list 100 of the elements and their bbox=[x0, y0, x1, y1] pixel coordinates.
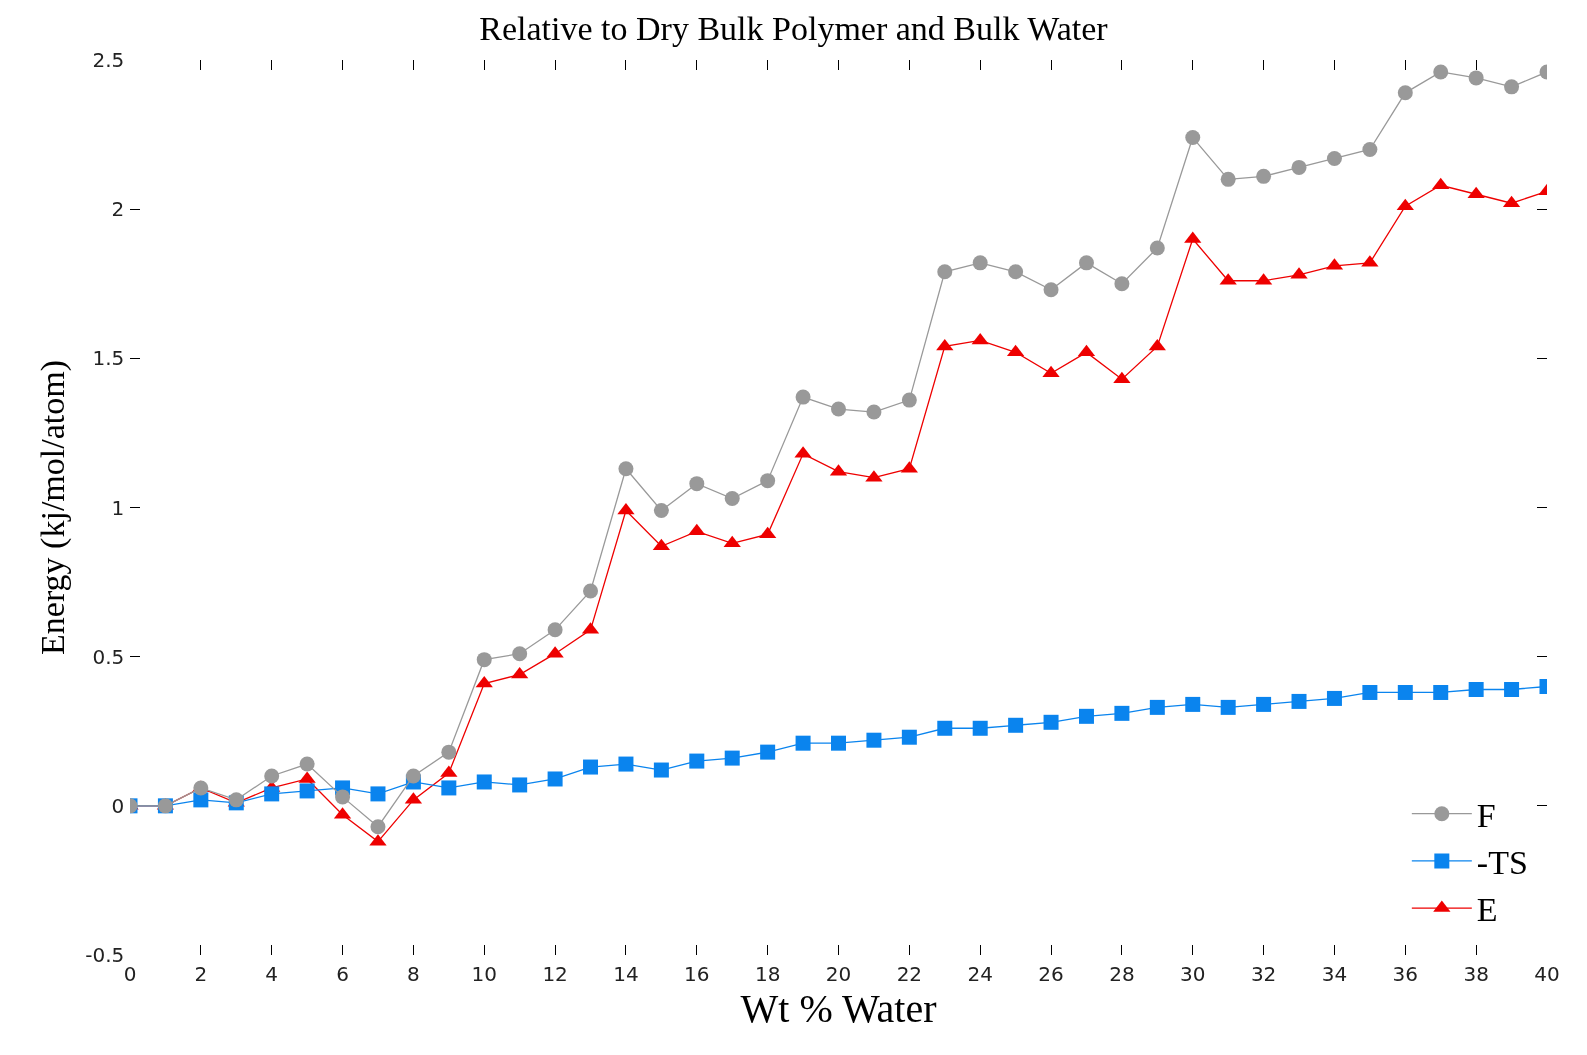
y-tick-label: 2.5 bbox=[92, 48, 125, 72]
point bbox=[299, 756, 315, 772]
x-tick-label: 20 bbox=[825, 961, 852, 986]
point bbox=[653, 762, 669, 778]
x-tick-label: 12 bbox=[542, 961, 568, 986]
x-tick-label: 32 bbox=[1250, 961, 1277, 986]
point bbox=[760, 744, 776, 760]
point bbox=[795, 735, 811, 751]
point bbox=[370, 819, 386, 835]
point bbox=[1114, 705, 1130, 721]
point bbox=[370, 786, 386, 802]
point bbox=[972, 720, 988, 736]
x-tick-label: 14 bbox=[613, 961, 639, 986]
point bbox=[476, 652, 492, 668]
point bbox=[866, 732, 882, 748]
point bbox=[937, 264, 953, 280]
y-tick-label: -0.5 bbox=[85, 943, 125, 967]
point bbox=[618, 756, 634, 772]
point bbox=[1291, 693, 1307, 709]
point bbox=[689, 476, 705, 492]
x-tick-label: 4 bbox=[265, 961, 279, 986]
point bbox=[1256, 696, 1272, 712]
point bbox=[795, 389, 811, 405]
point bbox=[1468, 70, 1484, 86]
legend-label: F bbox=[1476, 796, 1496, 834]
point bbox=[441, 780, 457, 796]
y-axis-title: Energy (kj/mol/atom) bbox=[34, 360, 73, 655]
chart-title: Relative to Dry Bulk Polymer and Bulk Water bbox=[479, 9, 1109, 47]
point bbox=[1468, 681, 1484, 697]
point bbox=[405, 768, 421, 784]
point bbox=[1291, 159, 1307, 175]
point bbox=[1432, 177, 1450, 190]
x-tick-label: 16 bbox=[684, 961, 710, 986]
point bbox=[1078, 255, 1094, 271]
point bbox=[335, 789, 351, 805]
point bbox=[689, 753, 705, 769]
point bbox=[723, 535, 741, 548]
point bbox=[1043, 282, 1059, 298]
point bbox=[1185, 130, 1201, 146]
x-axis-title: Wt % Water bbox=[740, 985, 937, 1031]
x-tick-label: 22 bbox=[896, 961, 923, 986]
point bbox=[688, 523, 706, 536]
point bbox=[618, 461, 634, 477]
point bbox=[1008, 264, 1024, 280]
point bbox=[831, 735, 846, 751]
point bbox=[1078, 708, 1094, 724]
point bbox=[441, 744, 457, 760]
point bbox=[972, 255, 988, 271]
x-tick-label: 36 bbox=[1392, 961, 1419, 986]
y-tick-label: 1.5 bbox=[92, 346, 125, 371]
point bbox=[760, 473, 776, 489]
x-tick-label: 18 bbox=[754, 961, 781, 986]
point bbox=[299, 783, 315, 799]
point bbox=[1433, 684, 1449, 700]
point bbox=[1504, 681, 1520, 697]
x-tick-label: 6 bbox=[336, 961, 349, 986]
point bbox=[1220, 699, 1236, 715]
legend-label: E bbox=[1476, 891, 1498, 929]
point bbox=[512, 646, 528, 662]
point bbox=[937, 720, 953, 736]
point bbox=[1362, 684, 1378, 700]
x-tick-label: 10 bbox=[471, 961, 497, 986]
point bbox=[831, 401, 846, 417]
point bbox=[617, 502, 635, 515]
point bbox=[1149, 699, 1165, 715]
point bbox=[1185, 696, 1201, 712]
point bbox=[866, 404, 882, 420]
point bbox=[512, 777, 528, 793]
point bbox=[1326, 690, 1342, 706]
y-tick-label: 1 bbox=[111, 495, 125, 520]
point bbox=[901, 729, 917, 745]
point bbox=[264, 768, 280, 784]
point bbox=[936, 338, 954, 351]
y-tick-label: 2 bbox=[111, 197, 125, 222]
x-tick-label: 24 bbox=[967, 961, 993, 986]
x-tick-label: 26 bbox=[1038, 961, 1064, 986]
x-tick-label: 38 bbox=[1463, 961, 1489, 986]
point bbox=[583, 759, 599, 775]
x-tick-label: 40 bbox=[1534, 961, 1560, 986]
legend-label: -TS bbox=[1476, 844, 1528, 882]
x-tick-label: 34 bbox=[1321, 961, 1348, 986]
point bbox=[1256, 168, 1272, 184]
point bbox=[653, 502, 669, 518]
point bbox=[724, 491, 740, 507]
point bbox=[1008, 717, 1024, 733]
x-tick-label: 30 bbox=[1180, 961, 1206, 986]
point bbox=[1326, 150, 1342, 166]
x-tick-label: 8 bbox=[407, 961, 420, 986]
point bbox=[1114, 276, 1130, 292]
point bbox=[1362, 142, 1378, 157]
point bbox=[1397, 85, 1413, 101]
point bbox=[724, 750, 740, 766]
point bbox=[547, 622, 563, 638]
x-tick-label: 2 bbox=[194, 961, 208, 986]
point bbox=[1148, 338, 1166, 351]
point bbox=[901, 392, 917, 408]
y-tick-label: 0.5 bbox=[92, 644, 125, 669]
point bbox=[1397, 684, 1413, 700]
point bbox=[971, 332, 989, 345]
point bbox=[476, 774, 492, 790]
